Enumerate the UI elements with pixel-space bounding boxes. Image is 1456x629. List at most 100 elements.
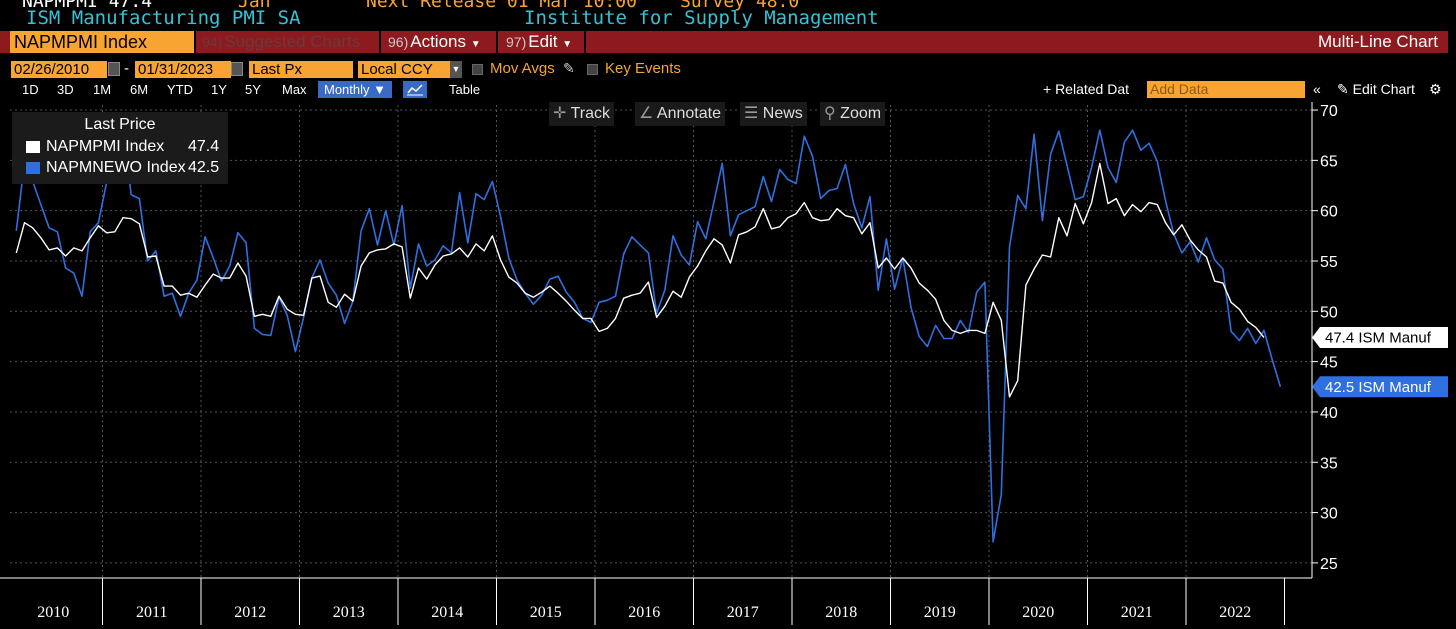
- series-line-napmpmi: [15, 162, 1265, 398]
- mov-avgs-checkbox[interactable]: [472, 64, 483, 75]
- key-events-checkbox[interactable]: [587, 64, 598, 75]
- period-ytd[interactable]: YTD: [167, 82, 193, 97]
- legend-item-value: 47.4: [188, 138, 220, 155]
- legend-item-value: 42.5: [188, 159, 220, 176]
- last-value-tag: 42.5 ISM Manuf: [1312, 376, 1448, 398]
- suggested-number: 94): [202, 34, 223, 50]
- header-cut-release: Next Release 01 Mar 10:00: [366, 0, 637, 12]
- edit-chart-label: Edit Chart: [1352, 81, 1415, 97]
- ticker-field[interactable]: NAPMPMI Index: [10, 31, 194, 53]
- edit-number: 97): [506, 34, 527, 50]
- line-chart-icon[interactable]: [403, 81, 427, 98]
- y-tick-label: 35: [1320, 455, 1338, 472]
- add-data-input[interactable]: Add Data: [1147, 81, 1305, 98]
- currency-select[interactable]: Local CCY: [358, 61, 450, 78]
- suggested-label: Suggested Charts: [224, 32, 361, 51]
- period-1y[interactable]: 1Y: [211, 82, 227, 97]
- calendar-icon[interactable]: [231, 62, 243, 76]
- source-name: Institute for Supply Management: [524, 7, 879, 29]
- legend-swatch: [26, 162, 40, 174]
- y-tick-label: 45: [1320, 355, 1338, 372]
- chevron-down-icon: ▼: [373, 82, 387, 97]
- pencil-icon: ✎: [1337, 81, 1349, 97]
- header-cut-period: Jan: [238, 0, 271, 12]
- start-date-field[interactable]: 02/26/2010: [11, 61, 107, 78]
- period-max[interactable]: Max: [282, 82, 307, 97]
- y-tick-label: 65: [1320, 153, 1338, 170]
- tag-label: 42.5 ISM Manuf: [1325, 379, 1432, 396]
- news-icon: ☰: [744, 105, 759, 122]
- x-tick-label: 2014: [431, 604, 463, 621]
- legend-item-name: NAPMNEWO Index: [46, 159, 186, 176]
- gear-icon[interactable]: ⚙: [1429, 81, 1442, 97]
- divider: [496, 31, 498, 53]
- crosshair-icon: ✛: [553, 105, 567, 122]
- command-bar: [0, 31, 1448, 53]
- chevron-down-icon[interactable]: ▼: [450, 61, 462, 78]
- tag-background: [1312, 326, 1448, 348]
- pencil-icon[interactable]: ✎: [563, 60, 575, 76]
- news-label: News: [762, 105, 803, 122]
- actions-number: 96): [388, 34, 409, 50]
- x-axis: 2010 2011 2012 2013 2014 2015 2016 2017 2018 2019…: [0, 577, 1312, 625]
- chart-legend: Last Price NAPMPMI Index 47.4 NAPMNEWO I…: [12, 112, 228, 184]
- series-line-napmnewo: [15, 129, 1282, 543]
- news-button[interactable]: ☰ News: [740, 102, 807, 126]
- zoom-button[interactable]: ⚲ Zoom: [820, 102, 886, 126]
- period-6m[interactable]: 6M: [130, 82, 149, 97]
- frequency-select[interactable]: Monthly ▼: [318, 81, 393, 98]
- end-date-field[interactable]: 01/31/2023: [135, 61, 231, 78]
- header-cut-left: NAPMPMI 47.4: [22, 0, 153, 12]
- tag-label: 47.4 ISM Manuf: [1325, 329, 1432, 346]
- chart-type-label: Multi-Line Chart: [1318, 32, 1438, 51]
- x-tick-label: 2015: [530, 604, 562, 621]
- security-header: NAPMPMI 47.4 Jan Next Release 01 Mar 10:…: [0, 0, 1456, 30]
- legend-swatch: [26, 141, 40, 153]
- divider: [584, 31, 586, 53]
- actions-button[interactable]: 96) Actions ▼: [388, 31, 481, 53]
- x-tick-label: 2011: [136, 604, 167, 621]
- legend-title: Last Price: [84, 116, 156, 133]
- table-button[interactable]: Table: [449, 82, 481, 97]
- price-field-select[interactable]: Last Px: [249, 61, 353, 78]
- period-5y[interactable]: 5Y: [245, 82, 261, 97]
- x-tick-label: 2013: [333, 604, 365, 621]
- edit-chart-button[interactable]: ✎ Edit Chart: [1337, 81, 1415, 98]
- tag-background: [1312, 376, 1448, 398]
- period-1m[interactable]: 1M: [93, 82, 112, 97]
- header-cut-survey: Survey 48.0: [680, 0, 800, 12]
- track-label: Track: [570, 105, 610, 122]
- x-tick-label: 2019: [924, 604, 956, 621]
- magnifier-icon: ⚲: [824, 105, 836, 122]
- series-lines: [15, 129, 1282, 543]
- collapse-icon[interactable]: «: [1313, 81, 1321, 97]
- x-tick-label: 2010: [37, 604, 69, 621]
- legend-item-name: NAPMPMI Index: [46, 138, 165, 155]
- divider: [379, 31, 381, 53]
- y-axis: 25 30 35 40 45 50 55 60 65 70: [1311, 102, 1338, 578]
- annotate-button[interactable]: ∠ Annotate: [635, 102, 725, 126]
- period-3d[interactable]: 3D: [57, 82, 74, 97]
- frequency-label: Monthly: [324, 82, 370, 97]
- period-1d[interactable]: 1D: [22, 82, 39, 97]
- y-tick-label: 60: [1320, 204, 1338, 221]
- y-tick-label: 55: [1320, 254, 1338, 271]
- zoom-label: Zoom: [840, 105, 882, 122]
- edit-button[interactable]: 97) Edit ▼: [506, 31, 572, 53]
- line-chart-glyph: [407, 84, 423, 96]
- annotate-label: Annotate: [656, 105, 721, 122]
- calendar-icon[interactable]: [108, 62, 120, 76]
- x-tick-label: 2020: [1022, 604, 1054, 621]
- date-separator: -: [124, 60, 129, 77]
- actions-label: Actions: [410, 32, 466, 51]
- chevron-down-icon: ▼: [562, 39, 573, 50]
- x-tick-label: 2012: [234, 604, 266, 621]
- x-tick-label: 2021: [1121, 604, 1153, 621]
- suggested-charts-button[interactable]: 94) Suggested Charts: [202, 31, 360, 53]
- last-value-tag: 47.4 ISM Manuf: [1312, 326, 1448, 348]
- divider: [194, 31, 196, 53]
- track-button[interactable]: ✛ Track: [549, 102, 614, 126]
- related-data-button[interactable]: + Related Dat: [1043, 81, 1129, 97]
- x-tick-label: 2022: [1219, 604, 1251, 621]
